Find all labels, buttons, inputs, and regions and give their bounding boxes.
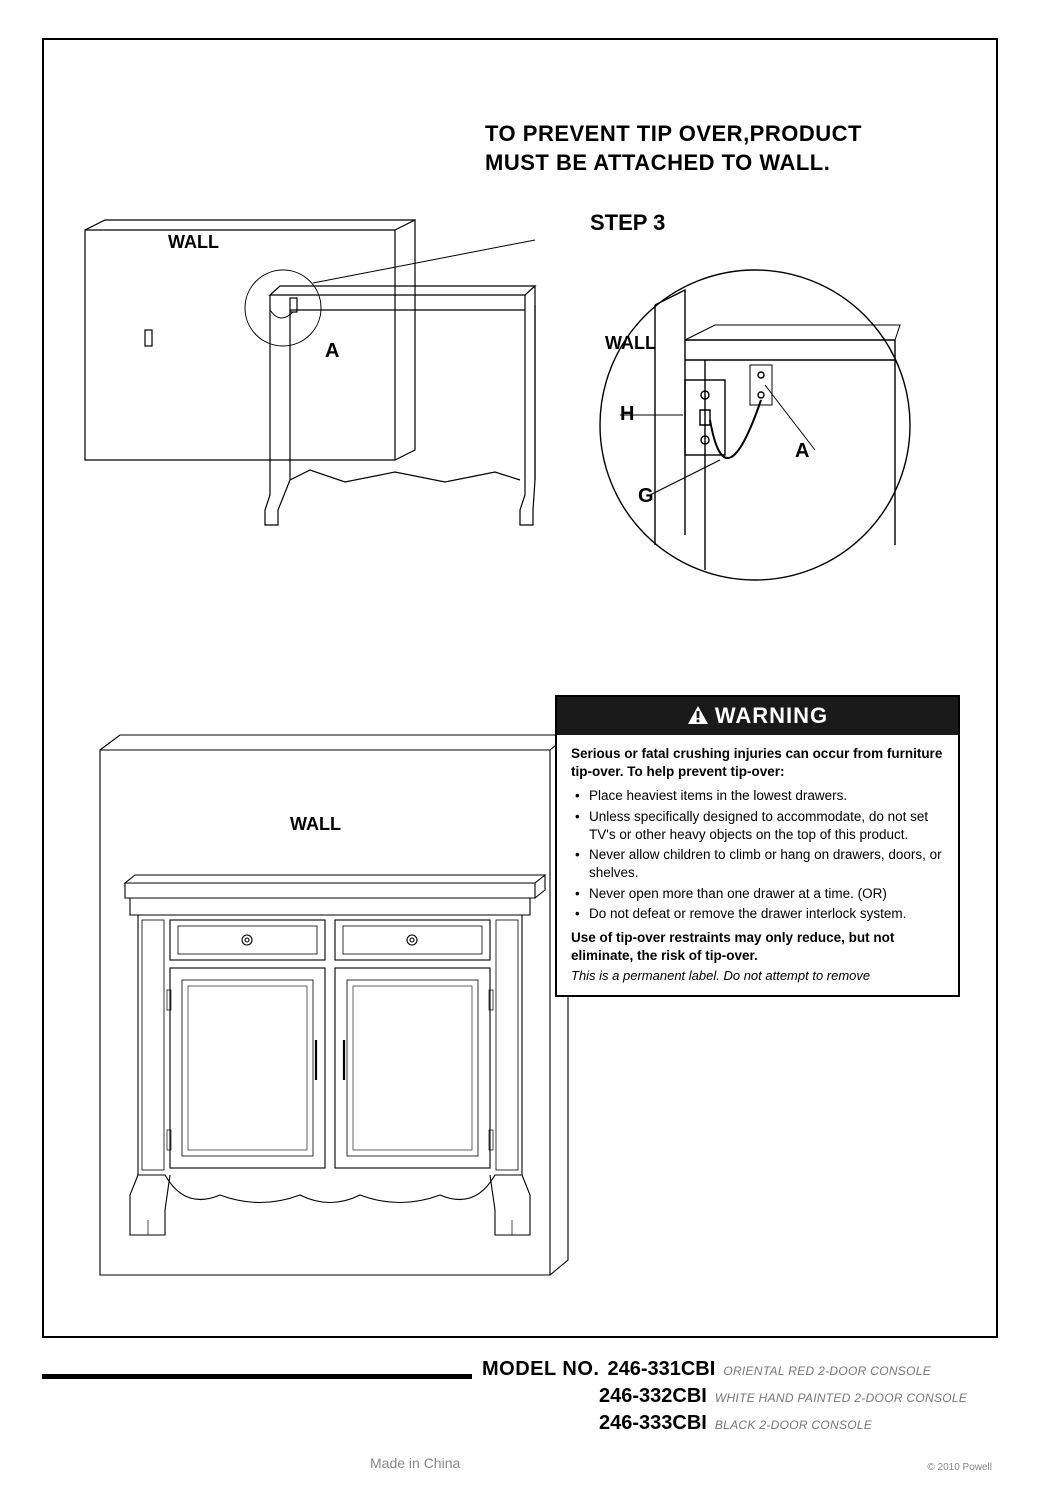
model-desc-3: BLACK 2-DOOR CONSOLE: [715, 1418, 872, 1432]
warning-line-2: MUST BE ATTACHED TO WALL.: [485, 150, 830, 175]
warning-bullet: Never open more than one drawer at a tim…: [571, 885, 944, 903]
copyright-label: © 2010 Powell: [927, 1462, 992, 1473]
made-in-label: Made in China: [370, 1455, 460, 1471]
warning-bullet: Place heaviest items in the lowest drawe…: [571, 787, 944, 805]
warning-header-text: WARNING: [715, 703, 828, 728]
warning-box: WARNING Serious or fatal crushing injuri…: [555, 695, 960, 997]
model-block: MODEL NO. 246-331CBI ORIENTAL RED 2-DOOR…: [42, 1358, 998, 1435]
model-no-2: 246-332CBI: [599, 1385, 707, 1408]
warning-triangle-icon: [687, 705, 709, 725]
warning-footer-2: This is a permanent label. Do not attemp…: [571, 967, 944, 985]
warning-body: Serious or fatal crushing injuries can o…: [557, 735, 958, 995]
model-desc-2: WHITE HAND PAINTED 2-DOOR CONSOLE: [715, 1391, 967, 1405]
diagram-wall-attachment: [65, 180, 595, 610]
step-3-label: STEP 3: [590, 210, 665, 236]
warning-bullet-list: Place heaviest items in the lowest drawe…: [571, 787, 944, 923]
diagram-bracket-detail: [555, 245, 955, 615]
model-rule: [42, 1374, 472, 1379]
model-no-1: 246-331CBI: [607, 1358, 715, 1381]
model-no-3: 246-333CBI: [599, 1412, 707, 1435]
warning-bullet: Never allow children to climb or hang on…: [571, 846, 944, 882]
warning-footer-1: Use of tip-over restraints may only redu…: [571, 929, 944, 965]
warning-header: WARNING: [557, 697, 958, 735]
model-label: MODEL NO.: [482, 1358, 599, 1381]
warning-intro: Serious or fatal crushing injuries can o…: [571, 745, 944, 781]
model-desc-1: ORIENTAL RED 2-DOOR CONSOLE: [723, 1364, 931, 1378]
warning-line-1: TO PREVENT TIP OVER,PRODUCT: [485, 121, 862, 146]
tip-over-warning-title: TO PREVENT TIP OVER,PRODUCT MUST BE ATTA…: [485, 120, 955, 177]
warning-bullet: Do not defeat or remove the drawer inter…: [571, 905, 944, 923]
diagram-full-console: [70, 720, 570, 1310]
warning-bullet: Unless specifically designed to accommod…: [571, 808, 944, 844]
